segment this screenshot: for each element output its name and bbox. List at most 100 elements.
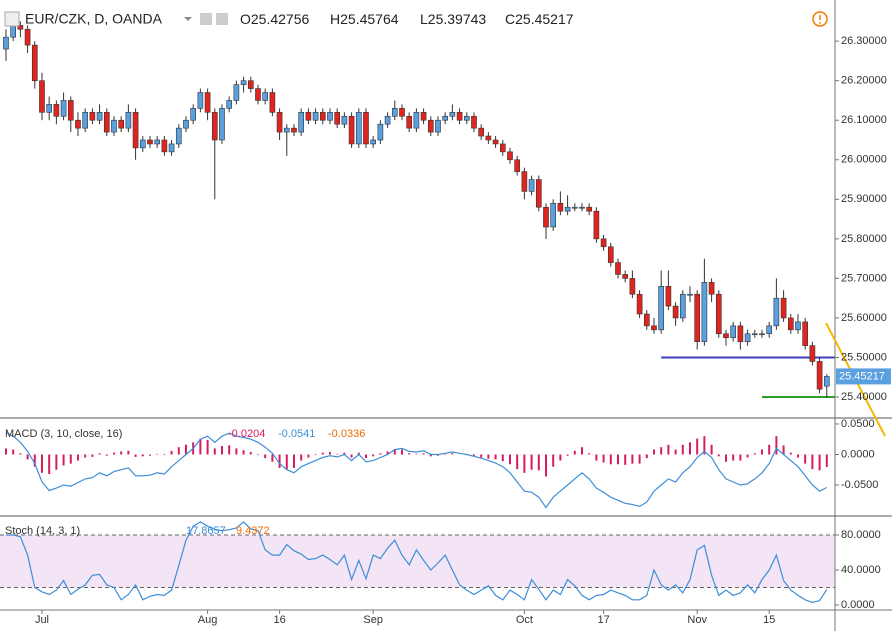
histogram-bar: [163, 454, 166, 456]
x-tick-label: Jul: [35, 614, 49, 626]
histogram-bar: [573, 450, 576, 455]
candle-body: [67, 100, 74, 121]
candle-body: [579, 206, 585, 209]
histogram-bar: [760, 449, 763, 455]
candle-body: [456, 112, 463, 121]
candle-body: [183, 119, 189, 129]
histogram-bar: [26, 454, 29, 460]
candle-body: [463, 115, 470, 121]
candle-body: [665, 286, 672, 307]
candle-body: [132, 112, 139, 149]
histogram-bar: [357, 452, 360, 455]
candle-body: [118, 119, 124, 129]
candle-body: [283, 127, 290, 133]
histogram-bar: [379, 453, 382, 455]
histogram-bar: [501, 454, 504, 462]
candle-body: [823, 376, 830, 387]
indicator-line: [5, 431, 828, 509]
symbol-icon[interactable]: [4, 11, 20, 27]
candle-body: [694, 293, 701, 342]
candle-body: [478, 127, 485, 137]
visibility-icon[interactable]: [200, 13, 212, 25]
candle-body: [233, 84, 240, 101]
settings-icon[interactable]: [216, 13, 228, 25]
candle-body: [219, 108, 225, 141]
histogram-bar: [55, 454, 58, 470]
histogram-bar: [228, 445, 231, 455]
candle-body: [305, 112, 312, 121]
histogram-bar: [724, 454, 727, 462]
histogram-bar: [415, 453, 418, 455]
legend-value: -0.0541: [278, 428, 315, 440]
histogram-bar: [112, 452, 115, 455]
x-tick-label: Nov: [687, 614, 707, 626]
candle-body: [521, 171, 528, 192]
candle-body: [780, 297, 787, 319]
candle-body: [334, 112, 341, 125]
candle-body: [24, 28, 31, 46]
candle-body: [802, 321, 809, 346]
histogram-bar: [739, 454, 742, 461]
indicator-title: MACD (3, 10, close, 16): [5, 428, 122, 440]
candle-body: [384, 115, 391, 125]
x-tick-label: Sep: [363, 614, 383, 626]
candle-body: [672, 305, 679, 319]
histogram-bar: [789, 452, 792, 455]
legend-value: -0.0336: [328, 428, 365, 440]
histogram-bar: [40, 454, 43, 473]
candle-body: [795, 321, 801, 331]
candle-body: [204, 92, 211, 113]
histogram-bar: [184, 444, 187, 455]
histogram-bar: [681, 444, 684, 455]
histogram-bar: [400, 449, 403, 455]
histogram-bar: [645, 454, 648, 459]
candle-body: [449, 112, 456, 117]
legend-value: -0.0204: [228, 428, 265, 440]
candle-body: [298, 112, 305, 133]
candle-body: [276, 112, 283, 133]
y-tick-label: 25.80000: [841, 233, 887, 245]
candle-body: [442, 115, 449, 121]
histogram-bar: [91, 454, 94, 457]
candle-body: [3, 36, 9, 50]
y-tick-label: 0.0000: [841, 599, 875, 611]
candle-body: [240, 80, 247, 85]
ohlc-label: C25.45217: [505, 11, 574, 27]
candle-body: [247, 80, 254, 89]
legend-value: 17.8657: [186, 525, 226, 537]
alert-icon-dot: [819, 22, 821, 24]
candle-body: [147, 139, 153, 145]
histogram-bar: [4, 448, 7, 455]
candle-body: [809, 345, 816, 362]
alert-icon[interactable]: [812, 11, 828, 27]
candle-body: [327, 112, 333, 121]
candle-body: [622, 274, 629, 279]
candle-body: [391, 108, 398, 117]
candle-body: [629, 278, 636, 295]
histogram-bar: [746, 454, 749, 458]
dropdown-icon[interactable]: [184, 17, 192, 21]
histogram-bar: [451, 453, 454, 455]
x-tick-label: Oct: [516, 614, 533, 626]
histogram-bar: [559, 454, 562, 461]
histogram-bar: [602, 454, 605, 463]
histogram-bar: [33, 454, 36, 467]
candle-body: [744, 333, 751, 342]
histogram-bar: [76, 454, 79, 461]
x-tick-label: 17: [597, 614, 609, 626]
candle-body: [53, 104, 60, 117]
candle-body: [593, 210, 600, 240]
histogram-bar: [530, 454, 533, 470]
histogram-bar: [516, 454, 519, 470]
candle-body: [46, 104, 52, 113]
histogram-bar: [148, 454, 151, 456]
y-tick-label: 0.0500: [841, 418, 875, 430]
candle-body: [615, 262, 621, 275]
histogram-bar: [120, 451, 123, 455]
candle-body: [291, 127, 297, 133]
histogram-bar: [177, 447, 180, 455]
candle-body: [262, 92, 269, 101]
candle-body: [125, 112, 132, 129]
histogram-bar: [170, 450, 173, 455]
